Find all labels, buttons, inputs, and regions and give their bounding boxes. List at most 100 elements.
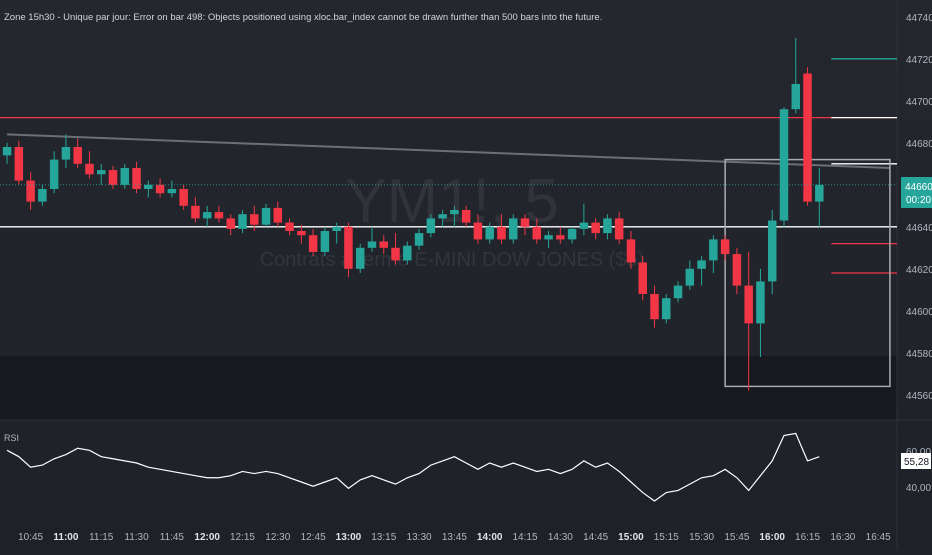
candle-68 [803,67,812,206]
candle-body [485,226,494,240]
candle-59 [697,256,706,286]
candle-56 [662,294,671,324]
candle-60 [709,235,718,273]
candle-body [638,262,647,294]
time-tick-label: 12:15 [230,532,255,543]
candle-body [2,147,12,156]
time-tick-label: 15:00 [618,532,644,543]
candle-body [626,239,636,263]
candle-body [344,226,353,269]
candle-body [791,84,801,110]
candle-11 [132,161,141,194]
time-tick-label: 10:45 [18,532,43,543]
candles [2,37,824,391]
rsi-tick-60: 60,00 [906,447,931,458]
trendline[interactable] [7,133,890,169]
rsi-line [6,432,820,502]
candle-body [355,247,365,269]
current-price-badge [901,177,932,208]
time-tick-label: 14:30 [548,532,573,543]
time-tick-label: 15:15 [654,532,679,543]
candle-46 [544,231,553,248]
candle-69 [815,168,824,227]
lower-shaded-band [0,356,897,420]
candle-51 [603,214,612,240]
candle-body [732,254,742,286]
candle-body [26,180,35,202]
candle-body [167,189,177,194]
candle-body [532,226,542,240]
candle-body [320,231,330,252]
candle-5 [61,134,71,168]
current-price-value: 44660 [905,182,932,193]
candle-body [191,205,200,219]
candle-26 [308,228,318,257]
candle-body [403,245,412,261]
candle-body [14,147,24,181]
time-tick-label: 16:15 [795,532,820,543]
candle-body [709,239,718,261]
candle-36 [426,214,436,238]
candle-17 [202,205,212,227]
candle-body [697,260,706,269]
price-tick-label: 44580 [906,349,932,360]
candle-body [662,298,671,320]
candle-body [591,222,600,234]
candle-body [685,268,695,286]
candle-0 [2,142,12,164]
time-axis[interactable]: 10:45 11:00 11:15 11:30 11:45 12:00 12:15 12:30… [18,532,891,543]
candle-body [226,218,235,229]
candle-31 [367,226,377,252]
candle-body [179,189,188,206]
candle-38 [450,205,459,227]
candle-10 [120,163,130,189]
candle-21 [250,205,259,231]
candle-body [779,109,789,221]
candle-32 [379,235,388,255]
candle-body [438,214,447,219]
candle-63 [744,252,753,391]
rsi-label: RSI [4,433,19,443]
candle-body [473,222,483,240]
candle-body [120,168,130,185]
candle-body [73,147,82,164]
candle-2 [26,172,35,210]
time-tick-label: 12:30 [265,532,290,543]
candle-body [497,226,506,240]
candle-55 [650,285,659,328]
candle-body [144,184,153,189]
error-text: Zone 15h30 - Unique par jour: Error on b… [4,12,602,23]
candle-body [297,231,306,236]
candle-body [38,189,47,202]
candle-52 [614,212,624,244]
candle-27 [320,226,330,257]
rsi-current-badge [901,453,931,469]
time-tick-label: 11:45 [160,532,185,543]
time-tick-label: 14:00 [477,532,503,543]
candle-body [650,294,659,320]
price-tick-label: 44600 [906,307,932,318]
candle-body [579,222,589,229]
candle-body [250,214,259,225]
candle-body [379,241,388,248]
candle-44 [520,214,530,236]
candle-64 [756,268,765,357]
candle-18 [214,205,224,223]
candle-6 [73,138,82,168]
candle-20 [238,210,247,234]
candle-body [520,218,530,227]
candle-47 [556,226,565,244]
price-tick-label: 44700 [906,97,932,108]
candle-body [720,239,730,255]
candle-24 [285,218,294,236]
candle-body [132,168,141,189]
candle-54 [638,256,647,301]
price-tick-label: 44560 [906,391,932,402]
candle-body [308,235,318,252]
candle-23 [273,201,283,227]
time-tick-label: 13:45 [442,532,467,543]
candle-body [85,163,94,175]
time-tick-label: 12:00 [194,532,220,543]
